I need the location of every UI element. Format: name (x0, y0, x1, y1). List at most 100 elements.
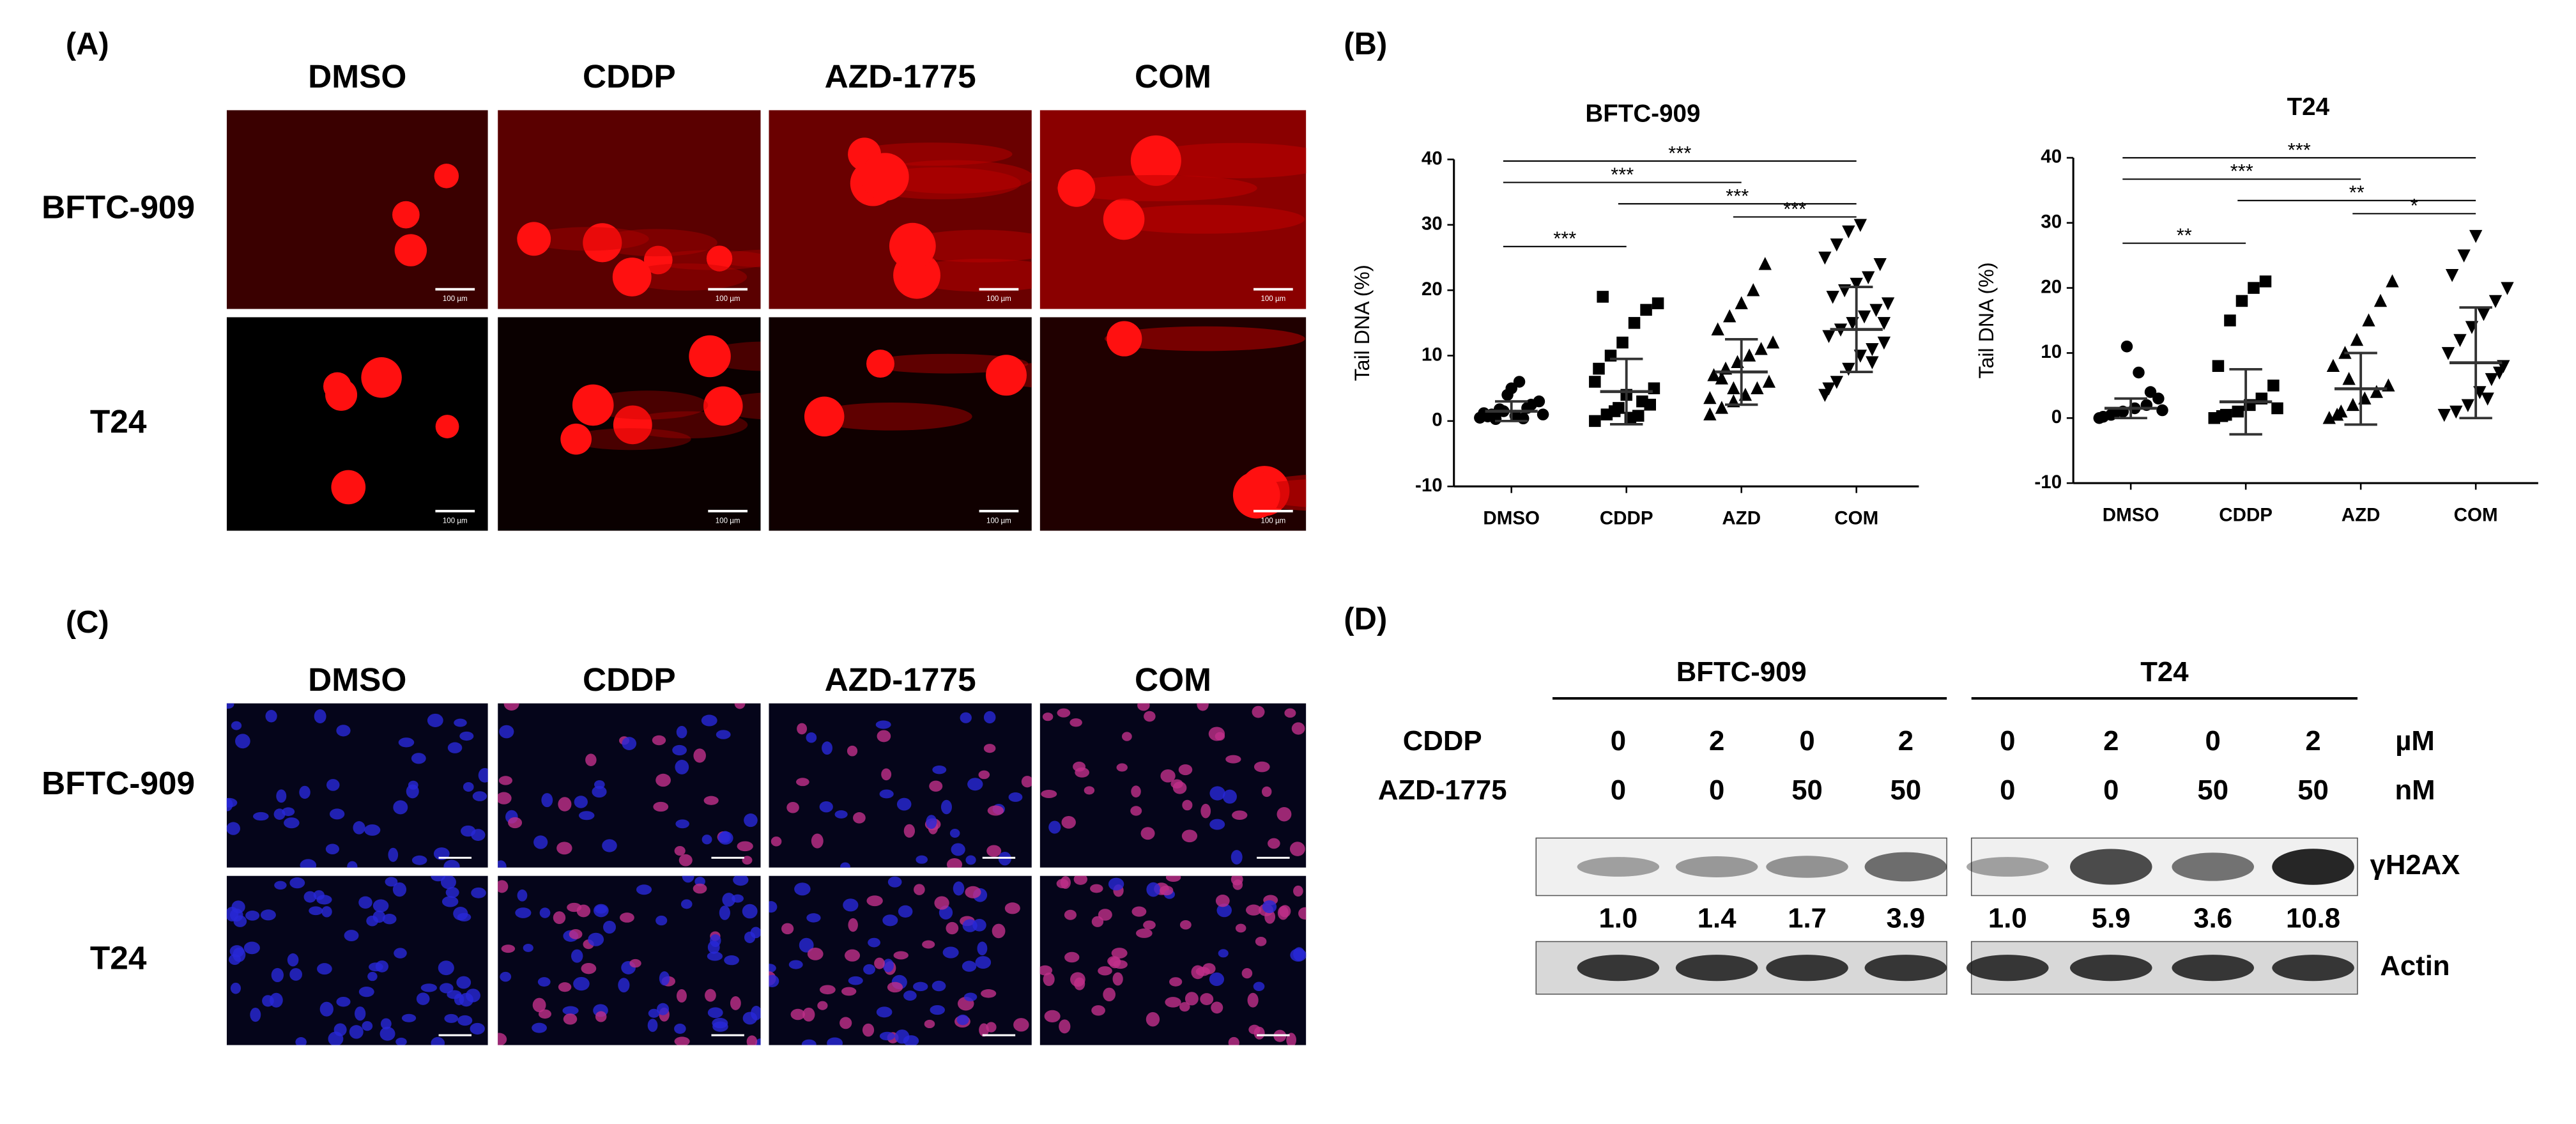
nucleus (1112, 972, 1123, 986)
nucleus (284, 817, 300, 829)
data-point (1869, 304, 1883, 317)
nucleus (986, 1022, 997, 1033)
comet-head (583, 223, 622, 263)
blot-band (1766, 955, 1848, 982)
nucleus (977, 941, 988, 956)
nucleus (618, 978, 630, 993)
dose: 50 (1890, 774, 1922, 806)
dose: 50 (2297, 774, 2329, 806)
nucleus (956, 1014, 969, 1026)
nucleus (1268, 838, 1280, 849)
x-tick-label: CDDP (1600, 507, 1653, 528)
nucleus (652, 735, 666, 746)
nucleus (962, 960, 977, 972)
nucleus (675, 760, 689, 774)
quantification: 10.8 (2286, 903, 2340, 934)
nucleus (398, 737, 415, 748)
data-point (1482, 410, 1494, 422)
nucleus (562, 1006, 579, 1015)
significance-label: *** (1553, 227, 1576, 250)
data-point (2326, 358, 2340, 373)
nucleus (841, 987, 857, 996)
nucleus (453, 907, 468, 921)
significance-label: ** (2349, 181, 2365, 204)
comet-tail (1104, 326, 1305, 351)
nucleus (656, 773, 671, 787)
micrograph (226, 875, 488, 1045)
nucleus (676, 989, 687, 1003)
dose: 2 (1709, 725, 1724, 757)
nucleus (1043, 972, 1055, 987)
nucleus (471, 887, 486, 898)
blot-band (2070, 955, 2152, 982)
nucleus (1146, 1012, 1160, 1027)
nucleus (1293, 885, 1303, 897)
micrograph (498, 875, 761, 1045)
nucleus (326, 779, 340, 791)
data-point (1877, 317, 1891, 330)
nucleus (539, 907, 551, 918)
nucleus (898, 905, 913, 918)
nucleus (574, 796, 588, 808)
nucleus (1232, 810, 1248, 820)
data-point (1842, 225, 1855, 239)
nucleus (431, 875, 446, 882)
image-bg (1039, 875, 1307, 1045)
nucleus (806, 732, 817, 743)
comet-tail (871, 160, 1032, 194)
image-bg (226, 703, 488, 868)
micrograph: 100 µm (226, 317, 488, 531)
nucleus (1178, 764, 1193, 776)
data-point (2212, 360, 2225, 373)
nucleus (569, 929, 583, 939)
nucleus (603, 920, 617, 934)
data-point (2437, 408, 2451, 422)
data-point (1747, 283, 1760, 296)
data-point (1640, 304, 1652, 316)
data-point (1873, 258, 1887, 272)
nucleus (1218, 949, 1229, 958)
nucleus (588, 932, 604, 946)
nucleus (1215, 732, 1225, 741)
nucleus (1262, 900, 1277, 914)
nucleus (965, 855, 976, 865)
nucleus (742, 1012, 758, 1025)
y-tick-label: -10 (1415, 475, 1443, 496)
data-point (1822, 382, 1836, 396)
data-point (2097, 410, 2110, 423)
treatment-label: CDDP (1403, 725, 1482, 757)
comet-head (517, 222, 551, 256)
nucleus (1211, 1001, 1223, 1014)
nucleus (949, 828, 960, 838)
nucleus (934, 896, 949, 910)
nucleus (457, 1015, 473, 1026)
quantification: 1.0 (1598, 903, 1637, 934)
image-content (226, 703, 488, 868)
micrograph (769, 703, 1032, 868)
row-label: BFTC-909 (42, 764, 195, 801)
nucleus (876, 1006, 893, 1018)
nucleus (1090, 884, 1103, 893)
nucleus (471, 829, 486, 841)
micrograph: 100 µm (226, 110, 488, 309)
data-point (1703, 407, 1717, 420)
nucleus (1179, 920, 1192, 930)
nucleus (537, 977, 551, 987)
nucleus (253, 812, 269, 821)
nucleus (595, 1011, 607, 1022)
comet-head (706, 245, 733, 272)
nucleus (379, 1026, 395, 1041)
nucleus (845, 949, 861, 962)
y-tick-label: 40 (2041, 146, 2062, 167)
nucleus (794, 882, 811, 896)
column-header: DMSO (308, 661, 406, 698)
nucleus (978, 770, 990, 780)
nucleus (1293, 947, 1305, 961)
column-header: DMSO (308, 58, 406, 95)
nucleus (1121, 732, 1132, 741)
data-point (1826, 291, 1839, 304)
nucleus (734, 703, 746, 709)
nucleus (797, 723, 808, 735)
data-point (2450, 405, 2463, 419)
nucleus (585, 753, 597, 766)
